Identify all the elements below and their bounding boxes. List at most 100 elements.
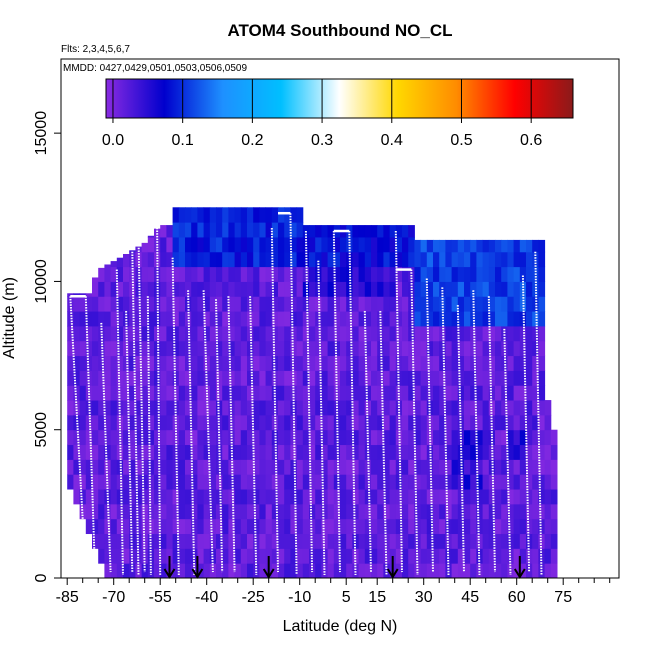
heatmap-cell — [315, 474, 322, 490]
heatmap-cell — [185, 518, 192, 535]
heatmap-cell — [402, 385, 409, 401]
heatmap-cell — [309, 444, 316, 460]
heatmap-cell — [147, 385, 155, 401]
heatmap-cell — [234, 311, 242, 327]
heatmap-cell — [166, 236, 174, 253]
heatmap-cell — [414, 489, 422, 505]
heatmap-cell — [240, 518, 248, 535]
heatmap-cell — [321, 414, 329, 431]
heatmap-cell — [154, 548, 161, 564]
heatmap-cell — [228, 518, 236, 535]
heatmap-cell — [253, 503, 260, 520]
heatmap-cell — [110, 355, 118, 371]
heatmap-cell — [420, 474, 428, 490]
heatmap-cell — [526, 239, 533, 253]
heatmap-cell — [191, 355, 198, 371]
heatmap-cell — [433, 563, 440, 578]
heatmap-cell — [414, 459, 422, 475]
heatmap-cell — [79, 459, 87, 475]
heatmap-cell — [228, 385, 236, 401]
heatmap-cell — [538, 296, 546, 312]
heatmap-cell — [457, 563, 465, 578]
heatmap-cell — [457, 370, 465, 386]
heatmap-cell — [129, 489, 136, 505]
heatmap-cell — [433, 296, 440, 312]
heatmap-cell — [414, 429, 422, 446]
heatmap-cell — [377, 548, 384, 564]
heatmap-cell — [265, 459, 273, 475]
heatmap-cell — [197, 385, 205, 401]
heatmap-cell — [352, 225, 360, 238]
heatmap-cell — [364, 236, 372, 253]
heatmap-cell — [451, 311, 459, 327]
heatmap-cell — [203, 518, 211, 535]
heatmap-cell — [488, 533, 496, 549]
heatmap-cell — [259, 251, 267, 268]
heatmap-cell — [532, 239, 539, 253]
heatmap-cell — [278, 414, 285, 431]
heatmap-cell — [383, 548, 391, 564]
heatmap-cell — [265, 370, 273, 386]
heatmap-cell — [377, 518, 384, 535]
heatmap-cell — [160, 266, 167, 282]
heatmap-cell — [222, 533, 229, 549]
heatmap-cell — [358, 563, 366, 578]
heatmap-cell — [234, 489, 242, 505]
heatmap-cell — [457, 340, 465, 357]
heatmap-cell — [526, 355, 533, 371]
heatmap-cell — [538, 474, 546, 490]
heatmap-cell — [507, 474, 515, 490]
heatmap-cell — [501, 459, 508, 475]
heatmap-cell — [222, 414, 229, 431]
heatmap-cell — [309, 474, 316, 490]
heatmap-cell — [519, 459, 527, 475]
heatmap-cell — [302, 444, 310, 460]
heatmap-cell — [377, 236, 384, 253]
heatmap-cell — [234, 236, 242, 253]
heatmap-cell — [501, 400, 508, 416]
heatmap-cell — [234, 474, 242, 490]
heatmap-cell — [389, 370, 397, 386]
heatmap-cell — [166, 311, 174, 327]
heatmap-cell — [439, 311, 446, 327]
colorbar-tick-label: 0.1 — [172, 132, 194, 149]
x-tick-label: 5 — [342, 589, 351, 606]
heatmap-cell — [247, 400, 254, 416]
heatmap-cell — [259, 222, 267, 238]
heatmap-cell — [532, 518, 539, 535]
heatmap-cell — [110, 429, 118, 446]
colorbar-tick-label: 0.0 — [102, 132, 124, 149]
heatmap-cell — [426, 266, 434, 282]
heatmap-cell — [228, 414, 236, 431]
heatmap-cell — [228, 207, 236, 223]
heatmap-cell — [532, 459, 539, 475]
heatmap-cell — [321, 325, 329, 342]
heatmap-cell — [302, 325, 310, 342]
heatmap-cell — [488, 311, 496, 327]
heatmap-cell — [420, 251, 428, 268]
heatmap-cell — [154, 489, 161, 505]
heatmap-cell — [451, 414, 459, 431]
heatmap-cell — [160, 444, 167, 460]
heatmap-cell — [259, 444, 267, 460]
heatmap-cell — [265, 429, 273, 446]
heatmap-cell — [209, 385, 217, 401]
heatmap-cell — [364, 518, 372, 535]
heatmap-cell — [67, 370, 74, 386]
heatmap-cell — [501, 503, 508, 520]
heatmap-cell — [178, 548, 186, 564]
heatmap-cell — [426, 400, 434, 416]
heatmap-cell — [383, 474, 391, 490]
heatmap-cell — [284, 355, 291, 371]
heatmap-cell — [464, 325, 471, 342]
heatmap-cell — [321, 533, 329, 549]
heatmap-cell — [495, 444, 502, 460]
heatmap-cell — [445, 400, 453, 416]
heatmap-cell — [371, 370, 378, 386]
heatmap-cell — [544, 548, 552, 564]
heatmap-cell — [309, 400, 316, 416]
heatmap-cell — [296, 563, 304, 578]
heatmap-cell — [495, 548, 502, 564]
heatmap-cell — [228, 355, 236, 371]
heatmap-cell — [296, 429, 304, 446]
